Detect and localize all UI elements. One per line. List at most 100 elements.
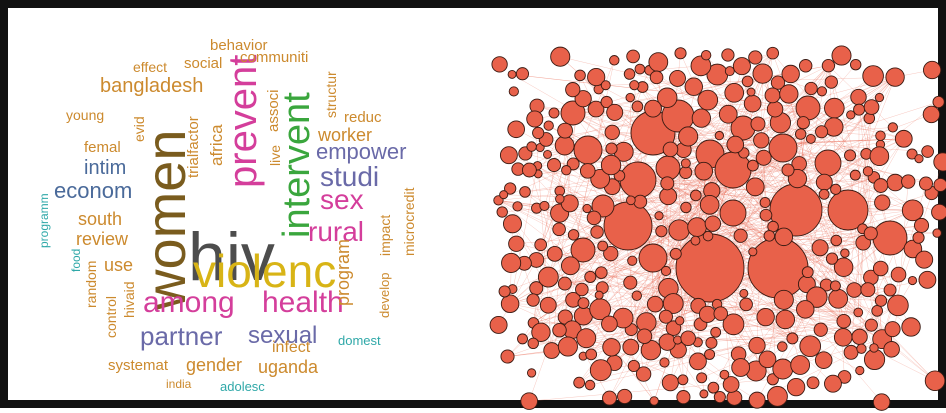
node (595, 266, 608, 279)
node (605, 142, 618, 155)
node (849, 169, 861, 181)
node (843, 344, 859, 360)
node (655, 155, 681, 181)
node (508, 235, 525, 252)
node (699, 194, 720, 215)
node (815, 173, 833, 191)
word-young: young (66, 107, 105, 123)
node (836, 313, 851, 329)
node (526, 293, 540, 307)
node (863, 226, 878, 241)
node (532, 126, 545, 140)
node (718, 104, 738, 124)
word-control: control (103, 295, 119, 338)
node (548, 107, 560, 119)
edge (719, 73, 763, 136)
node (668, 219, 690, 241)
word-social: social (184, 55, 223, 72)
edge (812, 312, 859, 383)
node (850, 58, 862, 71)
node (498, 285, 511, 298)
node (869, 343, 879, 353)
edge (509, 165, 538, 304)
node (660, 176, 675, 191)
node (856, 343, 867, 354)
node (748, 336, 766, 355)
node (625, 92, 635, 103)
word-india: india (166, 377, 192, 391)
node (724, 66, 735, 77)
word-south: south (78, 209, 123, 229)
node (661, 374, 679, 392)
node (660, 265, 672, 277)
node (584, 270, 597, 283)
node (659, 187, 678, 206)
node (622, 338, 640, 356)
node (774, 227, 794, 247)
node (491, 56, 508, 73)
word-effect: effect (133, 59, 167, 75)
node (710, 326, 722, 338)
node (680, 330, 696, 347)
node (887, 122, 898, 133)
word-review: review (76, 229, 129, 249)
node (821, 59, 836, 73)
node (560, 100, 586, 126)
node (552, 322, 567, 338)
word-hivaid: hivaid (121, 281, 137, 318)
node (914, 154, 924, 164)
node (601, 315, 618, 333)
node (550, 46, 571, 67)
node (644, 99, 662, 118)
word-evid: evid (131, 116, 147, 142)
word-associ: associ (265, 89, 282, 132)
node (733, 228, 748, 243)
node (669, 247, 682, 260)
node (824, 75, 838, 89)
node (512, 201, 523, 212)
word-live: live (267, 144, 283, 166)
node (753, 132, 770, 149)
node (824, 374, 842, 393)
node (690, 189, 702, 202)
node (690, 235, 701, 246)
node (846, 282, 862, 298)
node (872, 260, 889, 277)
node (759, 197, 771, 208)
node (721, 48, 735, 62)
node (631, 290, 642, 301)
edge (637, 179, 909, 182)
node (932, 228, 942, 238)
node (655, 225, 668, 238)
node (772, 358, 794, 380)
node (700, 50, 712, 61)
node (850, 88, 867, 106)
node (623, 68, 636, 80)
node (830, 183, 842, 195)
node (704, 215, 722, 232)
word-impact: impact (377, 214, 393, 256)
node (846, 110, 856, 120)
word-gender: gender (186, 355, 243, 375)
word-develop: develop (377, 272, 392, 318)
node (775, 309, 796, 330)
edge (655, 303, 862, 350)
node (502, 214, 522, 234)
node (557, 276, 572, 291)
node (597, 240, 609, 252)
node (770, 75, 786, 90)
node (922, 105, 941, 124)
node (669, 69, 686, 87)
node (539, 296, 557, 314)
node (855, 365, 865, 376)
word-hiv: hiv (188, 219, 275, 295)
node (752, 63, 773, 84)
node (871, 305, 884, 317)
node (781, 64, 800, 84)
node (600, 95, 613, 109)
word-adolesc: adolesc (220, 379, 265, 394)
node (874, 194, 891, 211)
node (796, 116, 810, 130)
node (662, 141, 679, 158)
node (702, 230, 714, 242)
